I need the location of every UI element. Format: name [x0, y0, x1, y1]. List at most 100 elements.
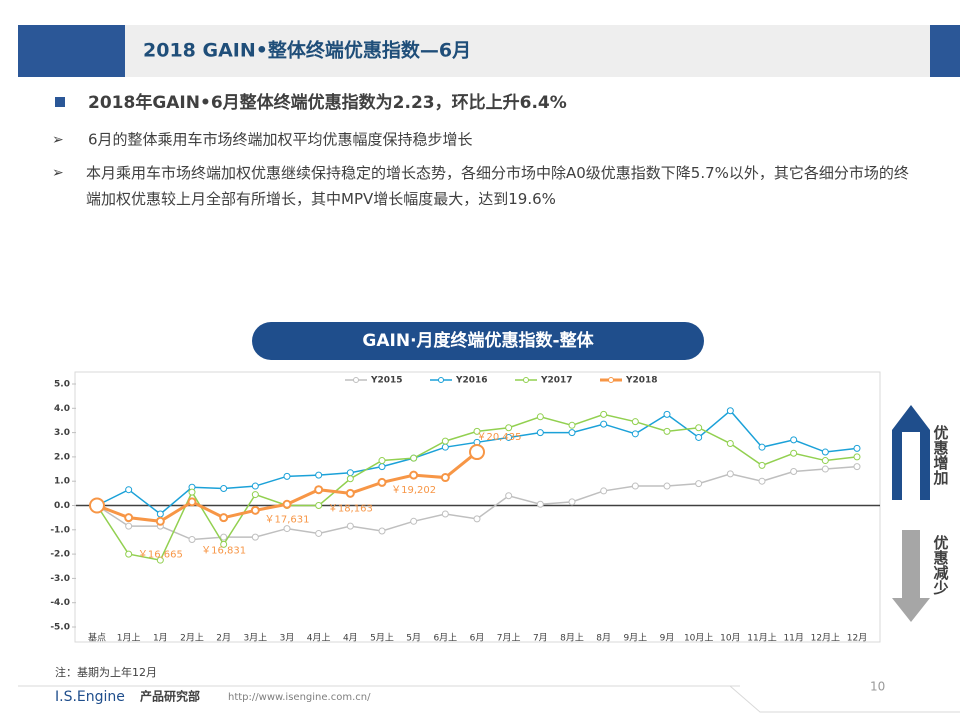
- series-marker: [568, 429, 576, 437]
- series-marker: [695, 480, 703, 488]
- x-tick-label: 1月: [153, 633, 168, 644]
- series-marker: [505, 492, 513, 500]
- price-label: ￥19,202: [391, 485, 436, 496]
- series-marker: [283, 472, 291, 480]
- series-marker: [663, 410, 671, 418]
- x-tick-label: 12月上: [811, 633, 840, 644]
- y-tick-label: 1.0: [54, 477, 70, 487]
- page-number: 10: [870, 680, 885, 694]
- chart-title: GAIN·月度终端优惠指数-整体: [362, 330, 594, 351]
- series-marker: [441, 443, 449, 451]
- series-marker: [631, 482, 639, 490]
- series-marker: [853, 463, 861, 471]
- x-tick-label: 2月: [216, 633, 231, 644]
- side-label: 优惠减少: [932, 534, 950, 595]
- series-marker: [758, 443, 766, 451]
- y-tick-label: 3.0: [54, 428, 70, 438]
- series-marker: [441, 437, 449, 445]
- chart-title-pill: [252, 322, 704, 360]
- series-marker: [853, 453, 861, 461]
- x-tick-label: 11月: [783, 633, 803, 644]
- series-marker: [283, 525, 291, 533]
- footer-rule: [729, 685, 960, 713]
- x-tick-label: 6月上: [433, 633, 457, 644]
- price-label: ￥17,631: [265, 514, 310, 525]
- series-marker: [853, 444, 861, 452]
- url: http://www.isengine.com.cn/: [228, 692, 371, 703]
- up-arrow: [892, 405, 930, 500]
- series-marker: [410, 454, 418, 462]
- series-marker: [315, 502, 323, 509]
- y-tick-label: -3.0: [50, 574, 70, 584]
- series-marker: [473, 515, 481, 523]
- series-marker: [156, 556, 164, 564]
- series-marker: [251, 482, 259, 490]
- price-label: ￥18,163: [328, 503, 373, 514]
- series-marker: [188, 488, 196, 496]
- series-marker: [187, 497, 197, 507]
- down-arrow: [892, 530, 930, 622]
- series-marker: [505, 433, 513, 441]
- series-line: [96, 409, 858, 515]
- y-tick-label: 0.0: [54, 501, 70, 511]
- y-tick-label: 2.0: [54, 452, 70, 462]
- series-marker: [631, 418, 639, 426]
- series-marker: [469, 444, 485, 461]
- series-marker: [251, 533, 259, 541]
- arrow: ➢: [52, 132, 64, 148]
- note: 注：基期为上年12月: [55, 665, 157, 679]
- x-tick-label: 2月上: [180, 633, 204, 644]
- plot-frame: [74, 371, 881, 643]
- x-tick-label: 10月: [720, 633, 740, 644]
- bullet-square: [55, 97, 65, 107]
- bullet-point-box: 本月乘用车市场终端加权优惠继续保持稳定的增长态势，各细分市场中除A0级优惠指数下…: [86, 164, 909, 208]
- legend-marker: [353, 377, 359, 383]
- x-tick-label: 4月上: [307, 633, 331, 644]
- legend-label: Y2017: [540, 376, 573, 386]
- y-tick-label: -5.0: [50, 623, 70, 633]
- series-marker: [125, 486, 133, 494]
- x-tick-label: 8月上: [560, 633, 584, 644]
- series-marker: [726, 470, 734, 478]
- series-marker: [441, 510, 449, 518]
- series-marker: [89, 497, 105, 514]
- y-tick-label: -1.0: [50, 525, 70, 535]
- series-marker: [251, 491, 259, 499]
- series-marker: [314, 485, 324, 495]
- series-marker: [156, 510, 164, 518]
- price-label: ￥20,435: [477, 432, 522, 443]
- x-tick-label: 7月: [533, 633, 548, 644]
- series-marker: [568, 498, 576, 506]
- series-marker: [821, 448, 829, 456]
- series-marker: [345, 488, 355, 498]
- series-marker: [346, 469, 354, 477]
- x-tick-label: 3月上: [243, 633, 267, 644]
- series-marker: [758, 461, 766, 469]
- series-marker: [220, 540, 228, 548]
- series-marker: [378, 457, 386, 465]
- series-marker: [250, 505, 260, 515]
- series-marker: [536, 413, 544, 421]
- series-marker: [695, 424, 703, 432]
- y-tick-label: 5.0: [54, 380, 70, 390]
- x-tick-label: 11月上: [747, 633, 776, 644]
- series-marker: [377, 477, 387, 487]
- x-tick-label: 5月: [406, 633, 421, 644]
- series-marker: [505, 424, 513, 432]
- y-tick-label: -2.0: [50, 550, 70, 560]
- header-band: [18, 25, 930, 77]
- series-marker: [726, 440, 734, 448]
- side-label: 优惠增加: [932, 424, 950, 486]
- series-marker: [790, 436, 798, 444]
- legend-label: Y2016: [455, 376, 488, 386]
- x-tick-label: 6月: [470, 633, 485, 644]
- series-marker: [220, 484, 228, 492]
- slide-title: 2018 GAIN•整体终端优惠指数—6月: [143, 39, 471, 62]
- series-marker: [410, 517, 418, 525]
- series-marker: [663, 427, 671, 435]
- series-marker: [440, 473, 450, 483]
- price-label: ￥16,665: [138, 549, 183, 560]
- series-marker: [125, 550, 133, 558]
- x-tick-label: 基点: [88, 632, 106, 644]
- series-marker: [790, 467, 798, 475]
